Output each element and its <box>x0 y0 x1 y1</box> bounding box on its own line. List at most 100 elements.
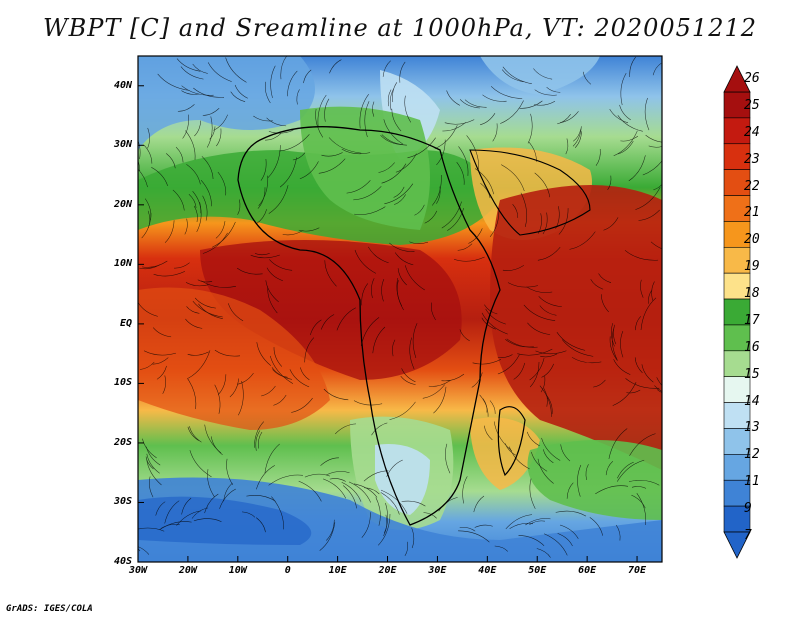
streamline <box>608 428 628 459</box>
colorbar-label: 22 <box>744 178 760 194</box>
streamline <box>298 480 322 502</box>
streamline <box>396 280 403 307</box>
streamline <box>186 306 200 314</box>
streamline <box>381 134 407 146</box>
streamline <box>182 114 189 139</box>
streamline <box>505 514 533 530</box>
streamline <box>201 156 214 180</box>
streamline <box>641 364 654 383</box>
colorbar-segment <box>723 428 751 455</box>
streamline <box>143 350 176 356</box>
streamline <box>256 465 275 490</box>
streamline <box>490 86 523 99</box>
colorbar-label: 7 <box>744 528 752 543</box>
streamline <box>542 212 548 235</box>
streamline <box>291 397 313 413</box>
streamline <box>642 160 662 176</box>
streamline <box>255 430 261 451</box>
streamline <box>595 148 601 166</box>
streamline <box>447 208 464 231</box>
streamline <box>378 162 395 173</box>
streamline <box>147 127 150 149</box>
streamline <box>193 205 198 223</box>
colorbar-segment <box>723 376 751 403</box>
streamline <box>577 464 582 497</box>
streamline <box>565 138 569 155</box>
streamline <box>138 527 165 532</box>
x-axis-label: 10E <box>328 565 347 576</box>
streamline <box>142 260 168 268</box>
streamline <box>271 496 284 530</box>
streamline <box>364 101 370 138</box>
africa-coastline <box>237 126 501 526</box>
streamline <box>589 517 603 536</box>
streamline <box>560 444 571 462</box>
streamline <box>409 337 415 370</box>
streamline <box>267 286 278 314</box>
streamline <box>492 123 498 142</box>
streamline <box>620 72 627 106</box>
streamline <box>198 303 223 319</box>
streamline <box>543 388 548 407</box>
streamline <box>317 94 327 128</box>
streamline <box>629 56 637 78</box>
streamline <box>566 482 574 499</box>
streamline <box>159 521 192 531</box>
streamline <box>501 69 524 83</box>
streamline <box>382 60 391 77</box>
streamline <box>152 327 172 338</box>
streamline <box>264 81 271 104</box>
streamline <box>628 480 660 486</box>
streamline <box>218 374 227 395</box>
streamline <box>512 204 519 218</box>
chart-title: WBPT [C] and Sreamline at 1000hPa, VT: 2… <box>42 14 758 42</box>
streamline <box>489 400 496 414</box>
streamline <box>531 451 548 472</box>
streamline <box>648 145 662 148</box>
streamline <box>392 82 398 103</box>
streamline <box>411 527 415 549</box>
streamline <box>292 152 306 161</box>
colorbar-label: 15 <box>744 366 760 382</box>
streamline <box>412 323 418 358</box>
streamline <box>484 304 498 315</box>
streamline <box>572 126 582 147</box>
streamline <box>152 357 169 365</box>
y-axis-label: EQ <box>119 317 132 329</box>
streamline <box>202 195 208 221</box>
streamline <box>393 186 405 198</box>
streamline <box>525 518 551 526</box>
streamline <box>185 282 209 287</box>
colorbar-segment <box>723 454 751 481</box>
streamline <box>279 134 310 152</box>
streamline <box>384 183 414 205</box>
streamline <box>394 252 414 266</box>
colorbar-label: 25 <box>744 97 760 113</box>
streamline <box>473 495 485 513</box>
y-axis-label: 20S <box>113 436 132 448</box>
streamline <box>343 485 357 509</box>
streamline <box>303 69 312 84</box>
streamline <box>151 166 168 186</box>
streamline <box>638 209 660 221</box>
streamline <box>215 221 226 239</box>
streamline <box>176 510 202 526</box>
streamline <box>648 289 653 304</box>
x-axis-label: 20E <box>378 565 397 576</box>
streamline <box>184 218 188 235</box>
streamline <box>611 327 618 361</box>
streamline <box>192 191 202 214</box>
colorbar-segment <box>723 479 751 507</box>
streamline <box>324 98 330 122</box>
streamline <box>656 377 662 386</box>
streamline <box>441 201 462 229</box>
y-axis-label: 30N <box>113 139 132 151</box>
streamline <box>636 493 647 526</box>
streamline <box>409 241 429 244</box>
streamline <box>265 133 282 141</box>
streamline <box>257 187 266 209</box>
streamline <box>196 202 202 233</box>
streamline <box>315 108 324 138</box>
streamline <box>497 354 513 358</box>
streamline <box>255 209 267 225</box>
